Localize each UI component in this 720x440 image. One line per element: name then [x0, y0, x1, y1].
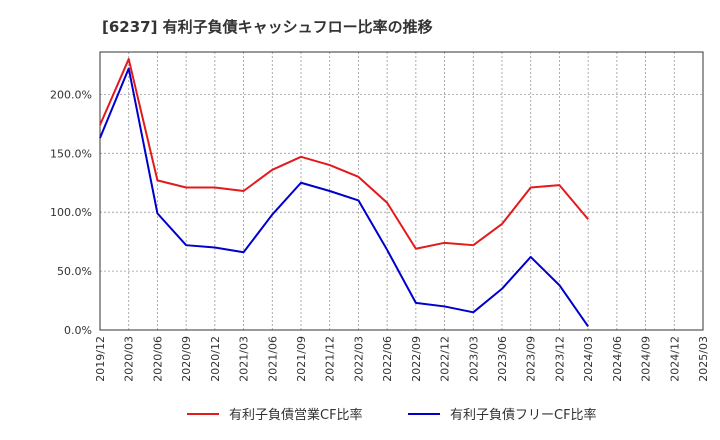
y-tick-label: 0.0%: [64, 324, 92, 337]
x-tick-label: 2022/03: [352, 336, 365, 382]
y-tick-label: 50.0%: [57, 265, 92, 278]
legend: 有利子負債営業CF比率 有利子負債フリーCF比率: [187, 407, 597, 423]
x-tick-label: 2021/09: [295, 336, 308, 382]
x-tick-label: 2024/09: [640, 336, 653, 382]
x-tick-label: 2023/03: [467, 336, 480, 382]
x-tick-label: 2022/12: [439, 336, 452, 382]
series-line-1: [99, 67, 589, 328]
y-axis-ticks: 0.0% 50.0% 100.0% 150.0% 200.0%: [50, 88, 92, 337]
x-tick-label: 2021/03: [238, 336, 251, 382]
x-tick-label: 2025/03: [697, 336, 710, 382]
x-tick-label: 2021/06: [266, 336, 279, 382]
x-axis-ticks: 2019/12 2020/03 2020/06 2020/09 2020/12 2021/…: [94, 336, 710, 382]
x-tick-label: 2021/12: [324, 336, 337, 382]
x-tick-label: 2020/09: [180, 336, 193, 382]
plot-frame: [99, 51, 704, 331]
chart-title: [6237] 有利子負債キャッシュフロー比率の推移: [102, 18, 433, 36]
x-tick-label: 2019/12: [94, 336, 107, 382]
x-tick-label: 2024/03: [582, 336, 595, 382]
x-tick-label: 2023/12: [553, 336, 566, 382]
x-tick-label: 2020/06: [151, 336, 164, 382]
grid: [99, 52, 704, 331]
x-tick-label: 2022/09: [410, 336, 423, 382]
y-tick-label: 100.0%: [50, 206, 92, 219]
series-lines: [99, 58, 589, 328]
legend-label-0: 有利子負債営業CF比率: [229, 407, 363, 423]
x-tick-label: 2023/09: [525, 336, 538, 382]
x-tick-label: 2024/12: [668, 336, 681, 382]
x-tick-label: 2020/03: [123, 336, 136, 382]
y-tick-label: 150.0%: [50, 147, 92, 160]
y-tick-label: 200.0%: [50, 88, 92, 101]
legend-label-1: 有利子負債フリーCF比率: [450, 407, 597, 423]
x-tick-label: 2020/12: [209, 336, 222, 382]
x-tick-label: 2023/06: [496, 336, 509, 382]
series-line-0: [99, 58, 589, 250]
x-tick-label: 2022/06: [381, 336, 394, 382]
x-tick-label: 2024/06: [611, 336, 624, 382]
